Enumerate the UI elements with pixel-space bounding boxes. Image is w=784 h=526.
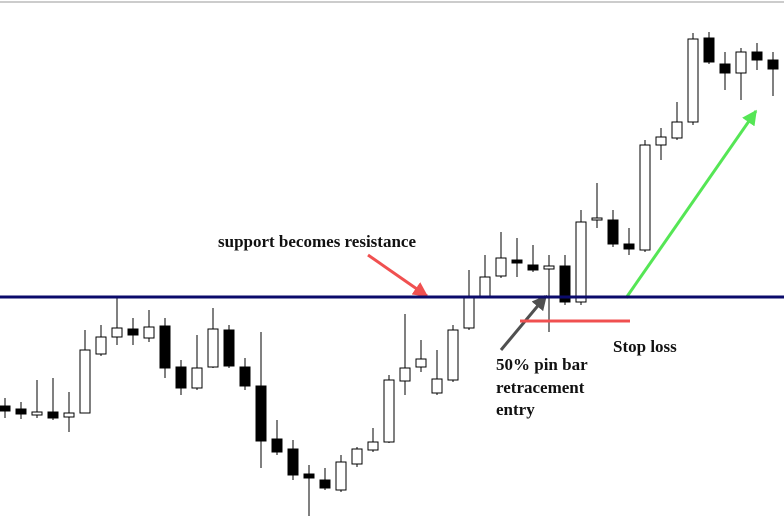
entry-label: 50% pin bar [496, 355, 588, 374]
candle-body [495, 257, 507, 277]
candle-body [655, 136, 667, 146]
support-arrow [367, 253, 429, 298]
candle-body [479, 276, 491, 297]
candle-body [15, 408, 27, 415]
candle-body [47, 411, 59, 419]
candle-body [255, 385, 267, 442]
candle-body [63, 412, 75, 418]
stop-loss-label: Stop loss [613, 337, 677, 356]
candle-body [671, 121, 683, 139]
candle-body [111, 327, 123, 338]
candle-body [447, 329, 459, 381]
candle-body [527, 264, 539, 271]
candle-body [0, 405, 11, 412]
candle-body [175, 366, 187, 389]
candle-body [639, 144, 651, 251]
candle-body [271, 438, 283, 453]
target-arrow [624, 109, 758, 299]
entry-label: entry [496, 400, 535, 419]
candle-body [143, 326, 155, 339]
candle-body [223, 329, 235, 367]
candle-body [463, 295, 475, 329]
candle-body [335, 461, 347, 491]
candle-body [319, 479, 331, 489]
candle-body [543, 265, 555, 270]
candle-body [287, 448, 299, 476]
entry-arrow [499, 294, 548, 351]
support-label: support becomes resistance [218, 232, 416, 251]
candle-body [31, 411, 43, 416]
candle-body [687, 38, 699, 123]
candle-body [415, 358, 427, 368]
candle-body [191, 367, 203, 389]
candle-body [623, 243, 635, 250]
candle-body [575, 221, 587, 303]
candle-body [767, 59, 779, 70]
candle-body [607, 219, 619, 245]
candle-body [351, 448, 363, 465]
candle-body [207, 328, 219, 368]
candle-body [383, 379, 395, 443]
candle-body [127, 328, 139, 336]
candle-body [703, 37, 715, 63]
candles [0, 32, 779, 516]
entry-label: retracement [496, 378, 585, 397]
candle-body [303, 473, 315, 479]
candle-body [79, 349, 91, 414]
candle-body [735, 51, 747, 74]
candle-body [511, 259, 523, 264]
candle-body [431, 378, 443, 394]
candle-body [159, 325, 171, 369]
candle-body [239, 366, 251, 387]
candle-body [399, 367, 411, 382]
candle-body [559, 265, 571, 303]
candle-body [367, 441, 379, 451]
candle-body [751, 51, 763, 61]
candle-body [591, 217, 603, 221]
candle-body [719, 63, 731, 74]
candle-body [95, 336, 107, 355]
